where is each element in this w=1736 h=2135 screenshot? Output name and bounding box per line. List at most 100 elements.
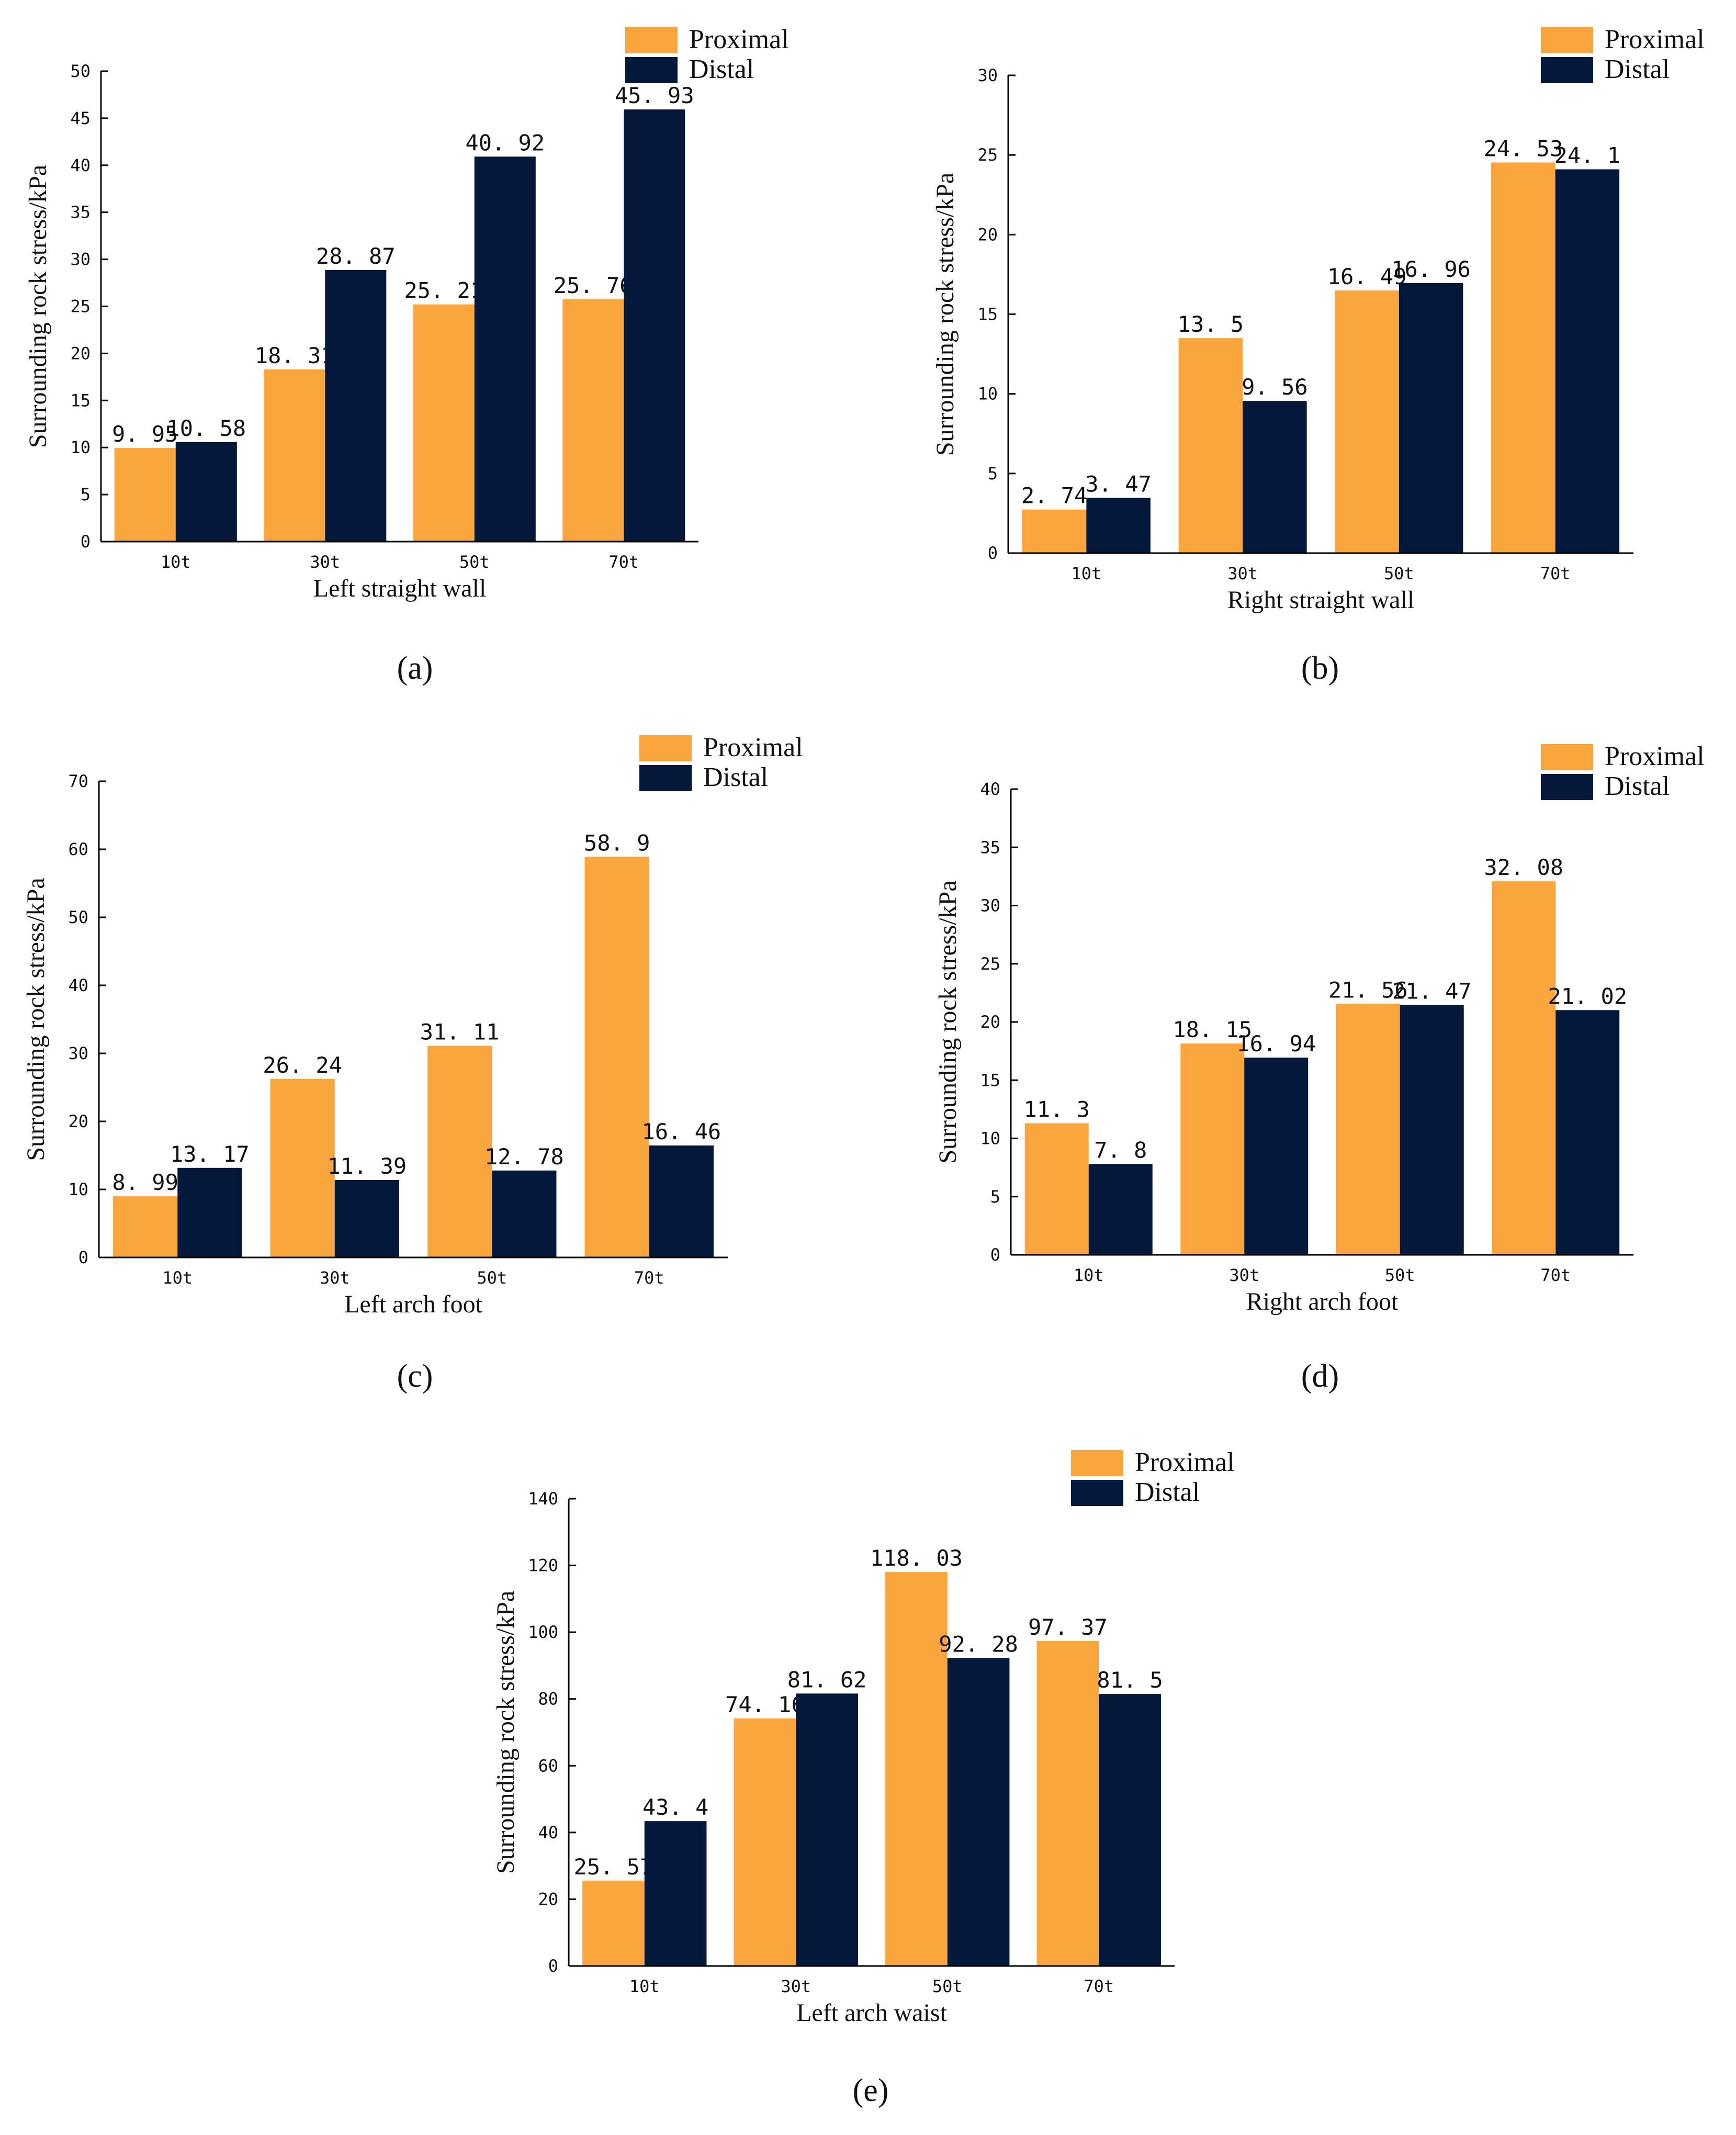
data-label: 24. 1	[1554, 143, 1620, 168]
x-tick-label: 50t	[1384, 564, 1414, 583]
y-axis-title: Surrounding rock stress/kPa	[934, 880, 962, 1163]
bar-distal	[492, 1170, 557, 1257]
x-tick-label: 70t	[1540, 1265, 1571, 1285]
data-label: 25. 21	[404, 278, 483, 304]
y-tick-label: 0	[78, 1248, 88, 1267]
data-label: 21. 56	[1328, 977, 1408, 1003]
bar-distal	[474, 156, 536, 542]
y-tick-label: 25	[977, 145, 998, 165]
data-label: 12. 78	[484, 1144, 564, 1170]
bar-distal	[624, 109, 685, 542]
data-label: 18. 31	[255, 343, 334, 368]
data-label: 16. 49	[1327, 264, 1407, 289]
x-tick-label: 50t	[932, 1976, 963, 1996]
chart-panel: 25. 57 74. 16 118. 03 97. 37 43. 4 81. 62 92. …	[492, 1447, 1235, 2108]
y-tick-label: 30	[68, 1043, 88, 1063]
y-tick-label: 60	[538, 1756, 558, 1776]
bar-proximal	[1178, 338, 1243, 553]
y-tick-label: 0	[988, 543, 998, 563]
y-tick-label: 30	[980, 896, 1000, 916]
bar-distal	[1400, 1005, 1464, 1255]
bar-distal	[1086, 498, 1151, 553]
legend-swatch-distal	[1541, 57, 1593, 83]
data-label: 16. 96	[1391, 256, 1471, 282]
bar-distal	[947, 1658, 1010, 1966]
data-label: 118. 03	[870, 1545, 963, 1571]
bar-distal	[177, 1167, 242, 1257]
panel-caption: (b)	[1301, 650, 1339, 686]
y-tick-label: 5	[81, 485, 91, 504]
y-tick-label: 15	[70, 390, 91, 410]
bar-proximal	[270, 1078, 335, 1257]
y-tick-label: 5	[990, 1187, 1000, 1207]
bar-proximal	[1335, 290, 1399, 553]
x-tick-label: 50t	[477, 1268, 507, 1288]
bar-distal	[644, 1821, 707, 1966]
panel-caption: (e)	[853, 2073, 889, 2108]
data-label: 9. 95	[112, 421, 178, 447]
bar-proximal	[734, 1718, 796, 1966]
y-tick-label: 70	[68, 771, 88, 791]
data-label: 9. 56	[1242, 374, 1307, 400]
y-tick-label: 20	[538, 1889, 558, 1909]
data-label: 74. 16	[725, 1692, 805, 1717]
data-label: 45. 93	[615, 83, 694, 108]
x-tick-label: 30t	[320, 1268, 350, 1288]
x-tick-label: 30t	[1227, 564, 1258, 583]
data-label: 58. 9	[584, 830, 650, 856]
data-label: 32. 08	[1484, 855, 1563, 880]
y-tick-label: 10	[980, 1129, 1000, 1149]
y-tick-label: 100	[528, 1622, 558, 1642]
bar-distal	[1243, 401, 1307, 553]
x-tick-label: 30t	[1229, 1265, 1259, 1285]
y-tick-label: 20	[980, 1012, 1000, 1032]
data-label: 11. 39	[327, 1153, 407, 1179]
y-tick-label: 10	[68, 1179, 88, 1199]
x-tick-label: 70t	[1084, 1976, 1114, 1996]
y-tick-label: 5	[988, 464, 998, 484]
x-tick-label: 70t	[608, 552, 639, 572]
bar-distal	[334, 1179, 399, 1257]
y-tick-label: 140	[528, 1489, 558, 1509]
y-tick-label: 10	[977, 384, 998, 404]
bar-proximal	[1492, 881, 1556, 1255]
legend-swatch-proximal	[639, 735, 692, 761]
legend-swatch-proximal	[1071, 1450, 1123, 1476]
y-tick-label: 40	[70, 155, 91, 175]
y-axis-title: Surrounding rock stress/kPa	[24, 165, 52, 448]
y-tick-label: 40	[538, 1823, 558, 1842]
bar-distal	[1399, 283, 1463, 553]
legend-label-distal: Distal	[1605, 771, 1670, 801]
x-axis-title: Left straight wall	[313, 575, 487, 602]
data-label: 25. 76	[554, 273, 633, 298]
y-tick-label: 0	[548, 1956, 558, 1976]
legend-swatch-proximal	[1541, 27, 1593, 53]
chart-panel: 9. 95 18. 31 25. 21 25. 76 10. 58 28. 87 40. 9…	[24, 25, 789, 686]
legend-swatch-distal	[1541, 774, 1593, 800]
legend-swatch-proximal	[625, 27, 678, 53]
y-tick-label: 30	[70, 250, 91, 269]
bar-proximal	[1491, 162, 1555, 553]
bar-proximal	[1022, 509, 1087, 553]
y-tick-label: 40	[980, 779, 1000, 799]
legend-swatch-distal	[1071, 1480, 1123, 1506]
y-tick-label: 50	[68, 907, 88, 927]
bar-proximal	[1336, 1004, 1400, 1255]
legend-label-proximal: Proximal	[703, 733, 803, 762]
y-axis-title: Surrounding rock stress/kPa	[492, 1591, 520, 1874]
data-label: 16. 94	[1236, 1031, 1316, 1057]
x-tick-label: 50t	[1385, 1265, 1415, 1285]
data-label: 92. 28	[939, 1631, 1018, 1657]
y-tick-label: 50	[70, 61, 91, 81]
bar-proximal	[885, 1572, 948, 1966]
x-axis-title: Right arch foot	[1246, 1288, 1399, 1316]
x-tick-label: 10t	[162, 1268, 193, 1288]
data-label: 81. 5	[1097, 1667, 1163, 1693]
data-label: 3. 47	[1085, 471, 1151, 497]
legend-label-proximal: Proximal	[689, 25, 789, 54]
bar-proximal	[113, 1196, 178, 1257]
x-tick-label: 70t	[1540, 564, 1571, 583]
y-tick-label: 80	[538, 1689, 558, 1709]
y-tick-label: 30	[977, 65, 998, 85]
